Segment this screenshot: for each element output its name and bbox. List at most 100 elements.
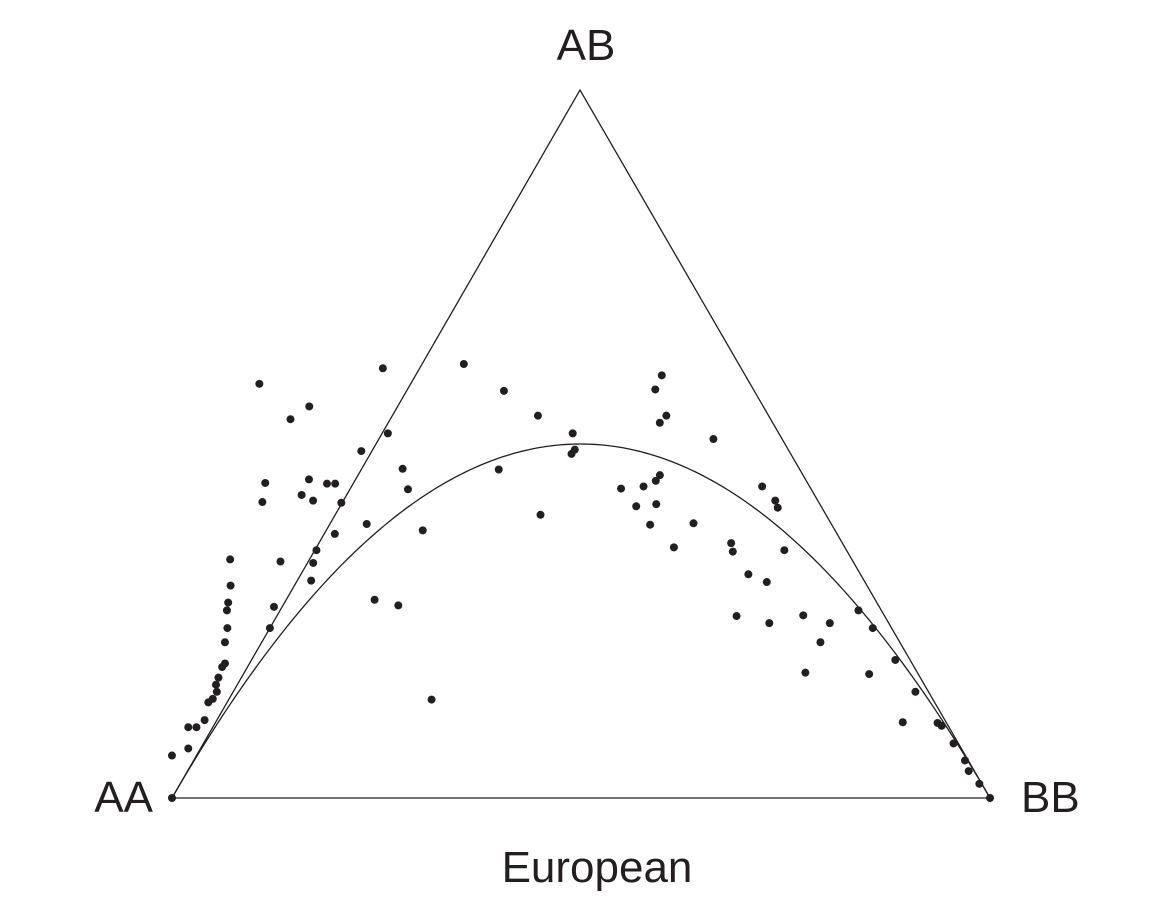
data-point-30 [297,490,306,499]
data-point-69 [801,668,810,677]
data-point-18 [226,581,235,590]
data-point-31 [304,475,313,484]
data-point-6 [200,716,209,725]
data-point-48 [494,465,503,474]
data-point-27 [312,546,321,555]
data-point-43 [286,415,295,424]
data-point-76 [758,482,767,491]
data-point-73 [865,670,874,679]
data-point-24 [276,557,285,566]
data-point-26 [309,558,318,567]
data-point-72 [825,619,834,628]
data-point-44 [418,526,427,535]
data-point-59 [669,543,678,552]
data-point-35 [331,479,340,488]
data-point-74 [765,619,774,628]
data-point-36 [362,520,371,528]
data-point-37 [357,447,366,456]
data-point-90 [655,418,664,427]
data-point-56 [617,484,626,493]
data-point-65 [728,547,737,556]
data-point-20 [269,602,278,611]
data-point-84 [949,739,958,748]
data-point-32 [330,529,339,538]
data-point-51 [499,386,508,395]
data-point-80 [891,655,900,664]
data-point-63 [655,471,664,480]
data-point-42 [255,379,264,388]
data-point-62 [651,476,660,485]
data-point-71 [799,611,808,620]
data-point-55 [570,445,579,454]
data-point-61 [652,500,661,509]
data-point-13 [220,659,229,668]
data-point-2 [167,751,176,760]
data-point-95 [773,503,782,512]
data-point-94 [657,371,666,380]
data-point-38 [383,429,392,438]
data-point-81 [911,687,920,696]
data-point-14 [220,638,229,647]
data-point-87 [975,779,984,788]
data-point-33 [337,498,346,507]
data-point-77 [771,496,780,505]
data-point-85 [961,756,969,765]
data-point-19 [226,555,235,564]
hardy-weinberg-curve [171,443,991,799]
data-point-78 [854,606,863,615]
data-point-46 [398,464,407,473]
data-point-64 [689,519,698,528]
data-point-53 [568,429,577,438]
data-point-34 [322,479,331,488]
data-point-86 [964,767,973,776]
data-point-41 [394,601,403,610]
data-point-5 [192,723,201,732]
data-point-70 [732,612,741,621]
chart-title: European [502,843,693,892]
data-point-1 [168,794,176,802]
data-point-92 [709,435,718,444]
data-point-66 [727,539,736,548]
data-point-21 [258,498,267,507]
data-point-93 [651,385,660,394]
data-point-22 [305,402,314,411]
data-point-0 [986,794,994,802]
data-point-57 [632,502,641,511]
data-points [167,360,994,802]
data-point-91 [662,411,671,420]
data-point-50 [459,360,468,368]
data-point-79 [868,624,877,633]
vertex-label-left: AA [94,773,153,822]
data-point-3 [184,744,193,753]
data-point-16 [222,606,231,615]
data-point-75 [744,570,753,579]
data-point-47 [378,364,387,373]
data-point-11 [214,673,223,682]
data-point-83 [937,721,946,730]
data-point-49 [536,510,545,519]
data-point-17 [224,598,233,607]
data-point-28 [261,478,270,487]
data-point-8 [208,694,217,703]
data-point-58 [646,520,655,529]
data-point-23 [265,624,274,633]
data-point-88 [898,718,907,727]
data-point-89 [780,546,789,555]
data-point-67 [762,578,771,587]
data-point-10 [212,680,221,689]
data-point-60 [639,482,648,491]
vertex-label-right: BB [1021,773,1080,822]
vertex-label-top: AB [557,21,616,70]
triangle-outline [170,88,992,799]
data-point-45 [403,485,412,494]
data-point-29 [309,496,318,505]
data-point-25 [307,576,316,585]
data-point-9 [212,687,221,696]
data-point-68 [816,638,825,647]
data-point-4 [184,723,193,732]
data-point-40 [370,595,379,604]
data-point-15 [223,624,232,633]
data-point-52 [533,411,542,420]
data-point-39 [427,695,436,704]
